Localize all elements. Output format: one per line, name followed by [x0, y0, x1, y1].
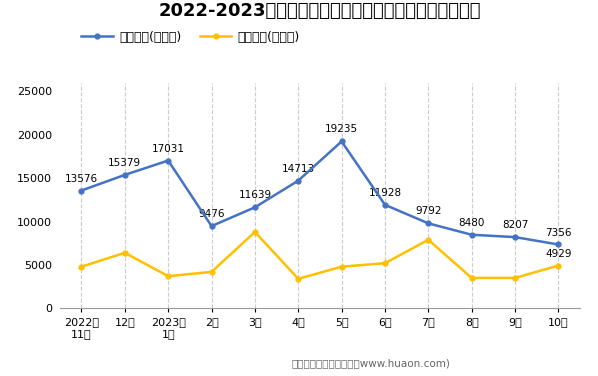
- Text: 9476: 9476: [199, 209, 225, 219]
- 进口总额(万美元): [121, 250, 129, 255]
- 进口总额(万美元): [78, 264, 85, 269]
- Text: 4929: 4929: [545, 249, 572, 259]
- 出口总额(万美元): [164, 158, 172, 163]
- Text: 19235: 19235: [325, 124, 358, 135]
- 进口总额(万美元): [338, 264, 345, 269]
- Text: 13576: 13576: [65, 174, 98, 183]
- 出口总额(万美元): [78, 188, 85, 193]
- Text: 7356: 7356: [545, 227, 572, 238]
- 出口总额(万美元): [555, 242, 562, 247]
- Text: 17031: 17031: [152, 144, 185, 154]
- Text: 8480: 8480: [459, 218, 485, 228]
- Text: 制图：华经产业研究院（www.huaon.com): 制图：华经产业研究院（www.huaon.com): [291, 358, 450, 368]
- 出口总额(万美元): [295, 178, 302, 183]
- 进口总额(万美元): [295, 277, 302, 281]
- Text: 11639: 11639: [239, 190, 271, 200]
- Title: 2022-2023年银川市商品收发货人所在地进、出口额统计: 2022-2023年银川市商品收发货人所在地进、出口额统计: [158, 2, 481, 20]
- 进口总额(万美元): [382, 261, 389, 265]
- Text: 14713: 14713: [282, 164, 315, 174]
- 出口总额(万美元): [511, 235, 518, 240]
- 出口总额(万美元): [338, 139, 345, 144]
- 进口总额(万美元): [555, 263, 562, 268]
- 出口总额(万美元): [382, 203, 389, 207]
- 进口总额(万美元): [251, 230, 258, 234]
- 进口总额(万美元): [425, 238, 432, 242]
- Text: 8207: 8207: [502, 220, 528, 230]
- Text: 9792: 9792: [415, 206, 441, 217]
- Line: 进口总额(万美元): 进口总额(万美元): [79, 229, 561, 281]
- 进口总额(万美元): [208, 270, 215, 274]
- Line: 出口总额(万美元): 出口总额(万美元): [79, 139, 561, 247]
- 出口总额(万美元): [425, 221, 432, 226]
- 出口总额(万美元): [251, 205, 258, 209]
- Text: 11928: 11928: [368, 188, 401, 198]
- 进口总额(万美元): [164, 274, 172, 279]
- 出口总额(万美元): [121, 173, 129, 177]
- 进口总额(万美元): [468, 276, 475, 280]
- 出口总额(万美元): [468, 232, 475, 237]
- 进口总额(万美元): [511, 276, 518, 280]
- 出口总额(万美元): [208, 224, 215, 228]
- Text: 15379: 15379: [108, 158, 141, 168]
- Legend: 出口总额(万美元), 进口总额(万美元): 出口总额(万美元), 进口总额(万美元): [77, 26, 305, 49]
